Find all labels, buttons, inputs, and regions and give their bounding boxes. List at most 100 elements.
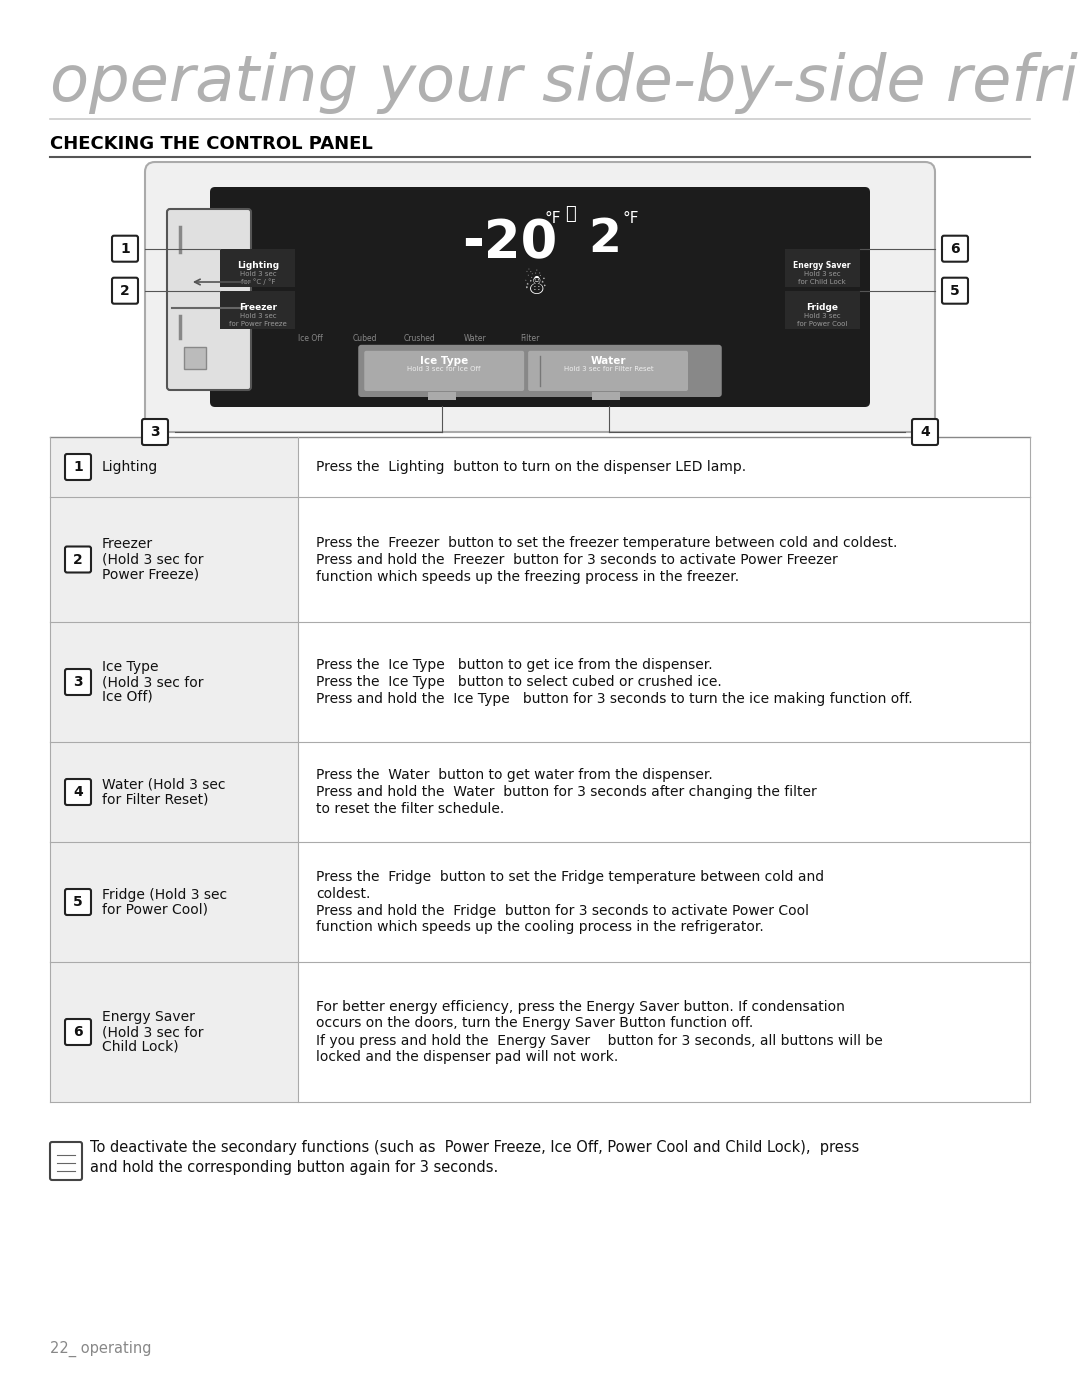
Text: 6: 6 — [73, 1025, 83, 1039]
Text: Hold 3 sec for Filter Reset: Hold 3 sec for Filter Reset — [564, 366, 653, 372]
Text: Press the  Freezer  button to set the freezer temperature between cold and colde: Press the Freezer button to set the free… — [316, 535, 897, 549]
Bar — [50, 742, 298, 842]
Text: for Power Cool): for Power Cool) — [102, 902, 208, 916]
Bar — [220, 291, 295, 328]
Text: Energy Saver: Energy Saver — [102, 1010, 194, 1024]
Text: 2: 2 — [73, 552, 83, 567]
Bar — [785, 291, 860, 328]
Text: To deactivate the secondary functions (such as  Power Freeze, Ice Off, Power Coo: To deactivate the secondary functions (s… — [90, 1140, 860, 1155]
Text: for Child Lock: for Child Lock — [798, 278, 846, 285]
Text: ⚿: ⚿ — [565, 204, 576, 222]
Text: 2: 2 — [589, 217, 621, 263]
Text: (Hold 3 sec for: (Hold 3 sec for — [102, 675, 203, 689]
Text: 3: 3 — [150, 425, 160, 439]
Text: (Hold 3 sec for: (Hold 3 sec for — [102, 552, 203, 567]
Text: 2: 2 — [120, 284, 130, 298]
Text: 6: 6 — [950, 242, 960, 256]
Bar — [50, 842, 298, 963]
Text: Press the  Fridge  button to set the Fridge temperature between cold and: Press the Fridge button to set the Fridg… — [316, 869, 824, 883]
Text: Lighting: Lighting — [102, 460, 159, 474]
Text: Hold 3 sec: Hold 3 sec — [240, 271, 276, 277]
FancyBboxPatch shape — [50, 1141, 82, 1180]
Text: For better energy efficiency, press the Energy Saver button. If condensation: For better energy efficiency, press the … — [316, 999, 845, 1013]
Text: and hold the corresponding button again for 3 seconds.: and hold the corresponding button again … — [90, 1160, 498, 1175]
Text: Press the  Ice Type   button to select cubed or crushed ice.: Press the Ice Type button to select cube… — [316, 675, 721, 689]
FancyBboxPatch shape — [65, 669, 91, 694]
Text: to reset the filter schedule.: to reset the filter schedule. — [316, 802, 504, 816]
FancyBboxPatch shape — [942, 236, 968, 261]
FancyBboxPatch shape — [112, 236, 138, 261]
Text: Fridge (Hold 3 sec: Fridge (Hold 3 sec — [102, 887, 227, 901]
Text: operating your side-by-side refrigerator: operating your side-by-side refrigerator — [50, 52, 1080, 115]
Text: Press and hold the  Fridge  button for 3 seconds to activate Power Cool: Press and hold the Fridge button for 3 s… — [316, 904, 809, 918]
FancyBboxPatch shape — [145, 162, 935, 432]
Text: Child Lock): Child Lock) — [102, 1039, 178, 1053]
Text: Hold 3 sec for Ice Off: Hold 3 sec for Ice Off — [407, 366, 481, 372]
Text: CHECKING THE CONTROL PANEL: CHECKING THE CONTROL PANEL — [50, 136, 373, 154]
Text: Ice Type: Ice Type — [419, 356, 468, 366]
Bar — [50, 963, 298, 1102]
Text: locked and the dispenser pad will not work.: locked and the dispenser pad will not wo… — [316, 1051, 618, 1065]
Text: If you press and hold the  Energy Saver    button for 3 seconds, all buttons wil: If you press and hold the Energy Saver b… — [316, 1034, 882, 1048]
Text: occurs on the doors, turn the Energy Saver Button function off.: occurs on the doors, turn the Energy Sav… — [316, 1017, 753, 1031]
FancyBboxPatch shape — [65, 454, 91, 481]
Text: Ice Type: Ice Type — [102, 659, 159, 673]
Text: Press and hold the  Water  button for 3 seconds after changing the filter: Press and hold the Water button for 3 se… — [316, 785, 816, 799]
Text: Water: Water — [463, 334, 486, 344]
Bar — [184, 346, 206, 369]
Text: 4: 4 — [920, 425, 930, 439]
Text: 3: 3 — [73, 675, 83, 689]
Text: Energy Saver: Energy Saver — [793, 260, 851, 270]
Text: 4: 4 — [73, 785, 83, 799]
FancyBboxPatch shape — [112, 278, 138, 303]
Text: Cubed: Cubed — [353, 334, 377, 344]
Text: Water: Water — [591, 356, 626, 366]
Text: 5: 5 — [73, 895, 83, 909]
Text: °F: °F — [622, 211, 638, 226]
Text: for Power Cool: for Power Cool — [797, 320, 847, 327]
Text: Ice Off: Ice Off — [298, 334, 322, 344]
Bar — [785, 249, 860, 286]
FancyBboxPatch shape — [359, 345, 721, 397]
FancyBboxPatch shape — [210, 187, 870, 407]
Text: Freezer: Freezer — [102, 538, 153, 552]
Text: Press and hold the  Freezer  button for 3 seconds to activate Power Freezer: Press and hold the Freezer button for 3 … — [316, 552, 838, 567]
Text: function which speeds up the freezing process in the freezer.: function which speeds up the freezing pr… — [316, 570, 739, 584]
FancyBboxPatch shape — [528, 351, 688, 391]
Text: 22_ operating: 22_ operating — [50, 1341, 151, 1356]
Text: 1: 1 — [73, 460, 83, 474]
Text: Power Freeze): Power Freeze) — [102, 567, 199, 581]
Text: ☃: ☃ — [523, 272, 548, 300]
Text: Filter: Filter — [521, 334, 540, 344]
Text: Ice Off): Ice Off) — [102, 690, 152, 704]
Text: Freezer: Freezer — [239, 303, 276, 312]
Bar — [50, 437, 298, 497]
Bar — [428, 393, 456, 400]
Text: Fridge: Fridge — [806, 303, 838, 312]
Text: Press the  Water  button to get water from the dispenser.: Press the Water button to get water from… — [316, 768, 713, 782]
Text: (Hold 3 sec for: (Hold 3 sec for — [102, 1025, 203, 1039]
FancyBboxPatch shape — [65, 546, 91, 573]
Bar — [220, 249, 295, 286]
Bar — [50, 497, 298, 622]
Text: coldest.: coldest. — [316, 887, 370, 901]
Text: for Filter Reset): for Filter Reset) — [102, 792, 208, 806]
Text: °F: °F — [545, 211, 562, 226]
FancyBboxPatch shape — [942, 278, 968, 303]
Text: Hold 3 sec: Hold 3 sec — [804, 313, 840, 319]
Text: for °C / °F: for °C / °F — [241, 278, 275, 285]
FancyBboxPatch shape — [167, 210, 251, 390]
Text: Lighting: Lighting — [237, 260, 279, 270]
Text: Press and hold the  Ice Type   button for 3 seconds to turn the ice making funct: Press and hold the Ice Type button for 3… — [316, 692, 913, 705]
Text: function which speeds up the cooling process in the refrigerator.: function which speeds up the cooling pro… — [316, 921, 764, 935]
Text: for Power Freeze: for Power Freeze — [229, 320, 287, 327]
FancyBboxPatch shape — [912, 419, 939, 446]
Text: Hold 3 sec: Hold 3 sec — [804, 271, 840, 277]
Bar — [592, 393, 620, 400]
Text: Hold 3 sec: Hold 3 sec — [240, 313, 276, 319]
FancyBboxPatch shape — [65, 780, 91, 805]
Text: 5: 5 — [950, 284, 960, 298]
Bar — [50, 622, 298, 742]
FancyBboxPatch shape — [364, 351, 524, 391]
Text: Water (Hold 3 sec: Water (Hold 3 sec — [102, 778, 226, 792]
